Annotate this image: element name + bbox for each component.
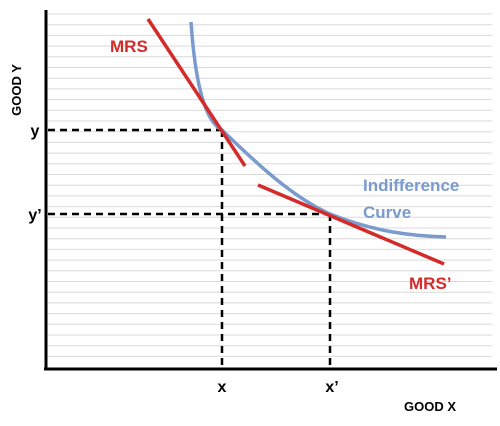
mrs-prime-label: MRS’: [409, 274, 452, 293]
indifference-curve-label-line1: Indifference: [363, 176, 459, 195]
tick-label-y-prime: y’: [28, 207, 41, 224]
mrs-tangent-line: [146, 18, 247, 167]
gridlines: [48, 13, 492, 357]
indifference-curve-label-line2: Curve: [363, 203, 411, 222]
y-axis-title: GOOD Y: [9, 64, 24, 116]
mrs-label: MRS: [110, 37, 148, 56]
mrs-prime-tangent-line: [257, 183, 445, 266]
x-axis-title: GOOD X: [404, 399, 456, 414]
tick-label-x: x: [218, 379, 227, 396]
tick-label-y: y: [31, 123, 40, 140]
tick-label-x-prime: x’: [325, 379, 338, 396]
